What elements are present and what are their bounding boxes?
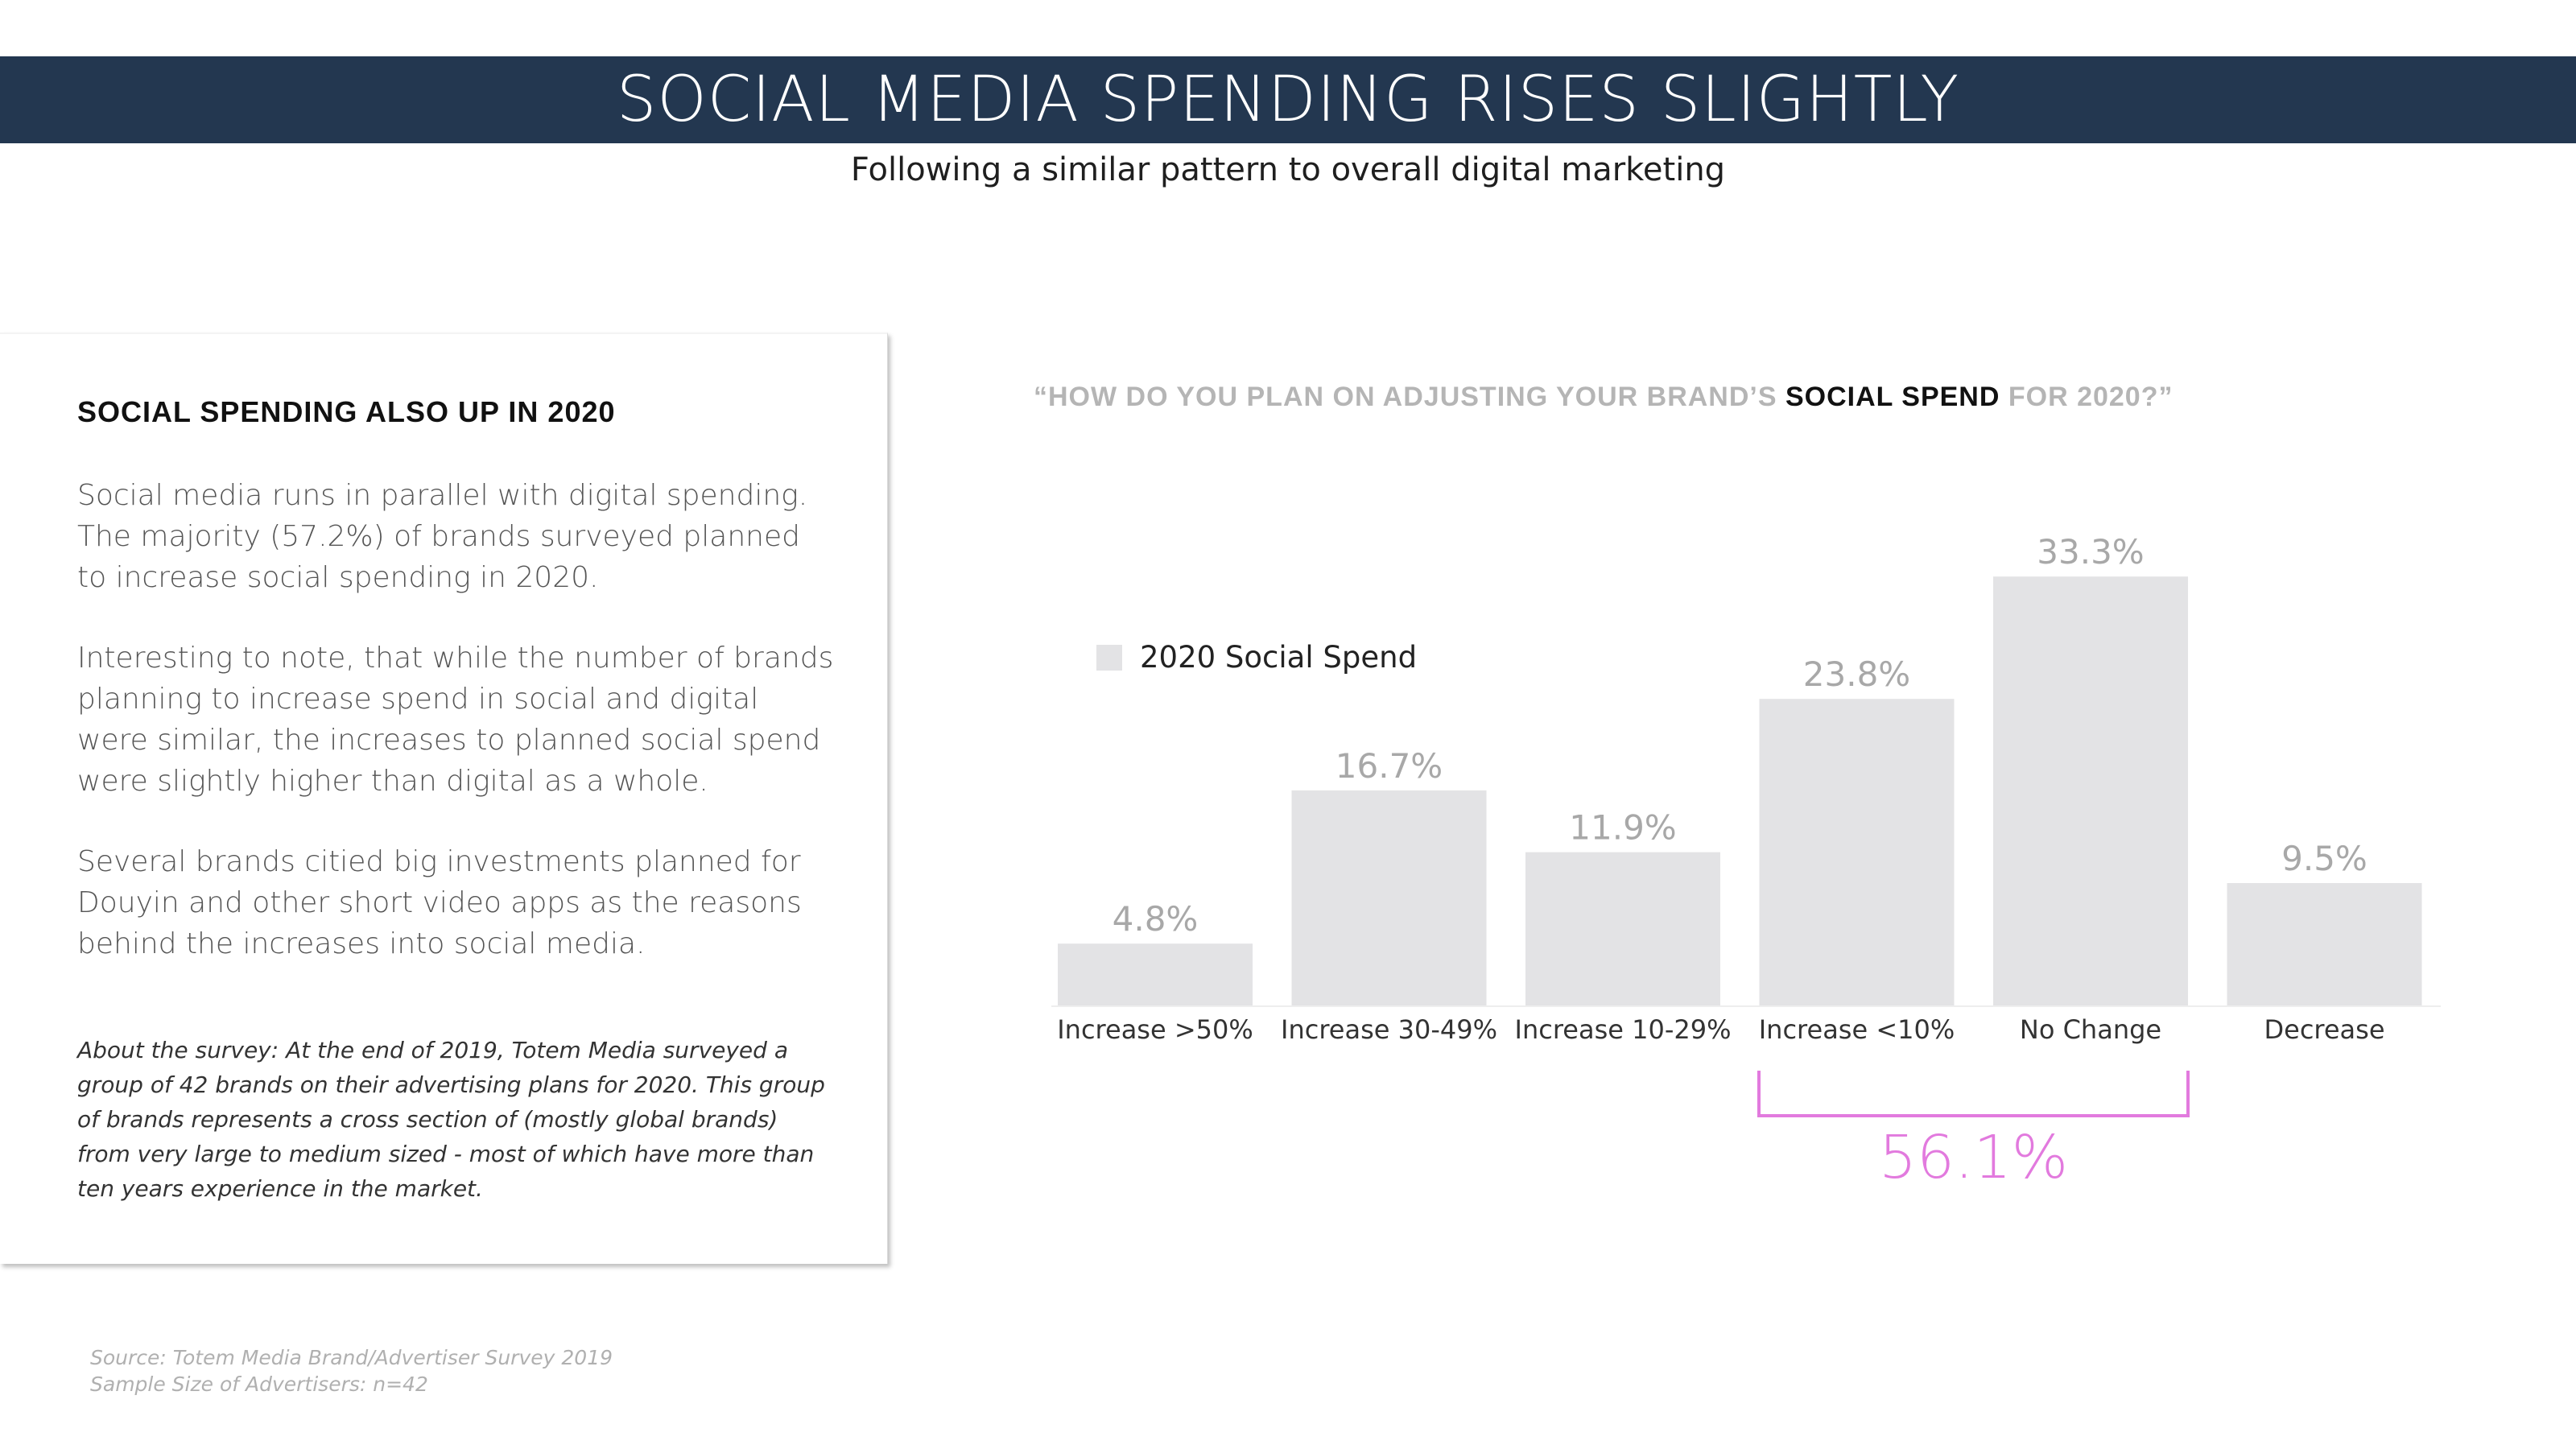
bar bbox=[1993, 576, 2188, 1005]
legend-swatch bbox=[1096, 644, 1122, 671]
source-line-1: Source: Totem Media Brand/Advertiser Sur… bbox=[90, 1346, 613, 1369]
bar bbox=[1291, 790, 1487, 1005]
chart-question-emphasis: SOCIAL SPEND bbox=[1785, 382, 2000, 412]
chart-question-after: FOR 2020?” bbox=[2000, 382, 2174, 412]
category-label: Increase 30-49% bbox=[1281, 1014, 1497, 1045]
header-bar: SOCIAL MEDIA SPENDING RISES SLIGHTLY bbox=[0, 56, 2576, 143]
annotation-total: 56.1% bbox=[1878, 1123, 2069, 1192]
panel-heading: SOCIAL SPENDING ALSO UP IN 2020 bbox=[77, 395, 616, 428]
panel-paragraph-3: Several brands citied big investments pl… bbox=[77, 845, 802, 960]
category-label: Increase >50% bbox=[1057, 1014, 1253, 1045]
survey-note-lead: About the survey: bbox=[77, 1037, 279, 1063]
chart-question: “HOW DO YOU PLAN ON ADJUSTING YOUR BRAND… bbox=[1034, 382, 2402, 413]
chart-question-before: “HOW DO YOU PLAN ON ADJUSTING YOUR BRAND… bbox=[1034, 382, 1785, 412]
bar-value-label: 4.8% bbox=[1113, 899, 1199, 939]
survey-note: About the survey: At the end of 2019, To… bbox=[77, 1033, 830, 1206]
bar bbox=[1058, 943, 1253, 1005]
category-label: Increase 10-29% bbox=[1515, 1014, 1732, 1045]
bar bbox=[2227, 883, 2422, 1005]
page-title: SOCIAL MEDIA SPENDING RISES SLIGHTLY bbox=[616, 64, 1960, 136]
panel-paragraph-1: Social media runs in parallel with digit… bbox=[77, 479, 808, 594]
source-note: Source: Totem Media Brand/Advertiser Sur… bbox=[90, 1344, 895, 1397]
bar bbox=[1759, 699, 1955, 1005]
bar-value-label: 9.5% bbox=[2281, 839, 2368, 878]
bar-value-label: 23.8% bbox=[1803, 654, 1910, 694]
chart-legend: 2020 Social Spend bbox=[1096, 640, 1417, 675]
bar-value-label: 16.7% bbox=[1335, 746, 1443, 786]
panel-paragraph-2: Interesting to note, that while the numb… bbox=[77, 642, 834, 798]
bar bbox=[1525, 852, 1720, 1005]
category-label: Decrease bbox=[2264, 1014, 2384, 1045]
category-label: No Change bbox=[2020, 1014, 2161, 1045]
annotation-bracket bbox=[1757, 1071, 2190, 1117]
source-line-2: Sample Size of Advertisers: n=42 bbox=[90, 1373, 428, 1396]
legend-label: 2020 Social Spend bbox=[1140, 640, 1418, 675]
bar-value-label: 11.9% bbox=[1569, 808, 1676, 848]
page-subtitle: Following a similar pattern to overall d… bbox=[850, 151, 1726, 188]
bar-value-label: 33.3% bbox=[2037, 532, 2144, 572]
category-label: Increase <10% bbox=[1759, 1014, 1955, 1045]
survey-note-text: At the end of 2019, Totem Media surveyed… bbox=[77, 1037, 825, 1202]
text-panel: SOCIAL SPENDING ALSO UP IN 2020 Social m… bbox=[0, 332, 888, 1264]
